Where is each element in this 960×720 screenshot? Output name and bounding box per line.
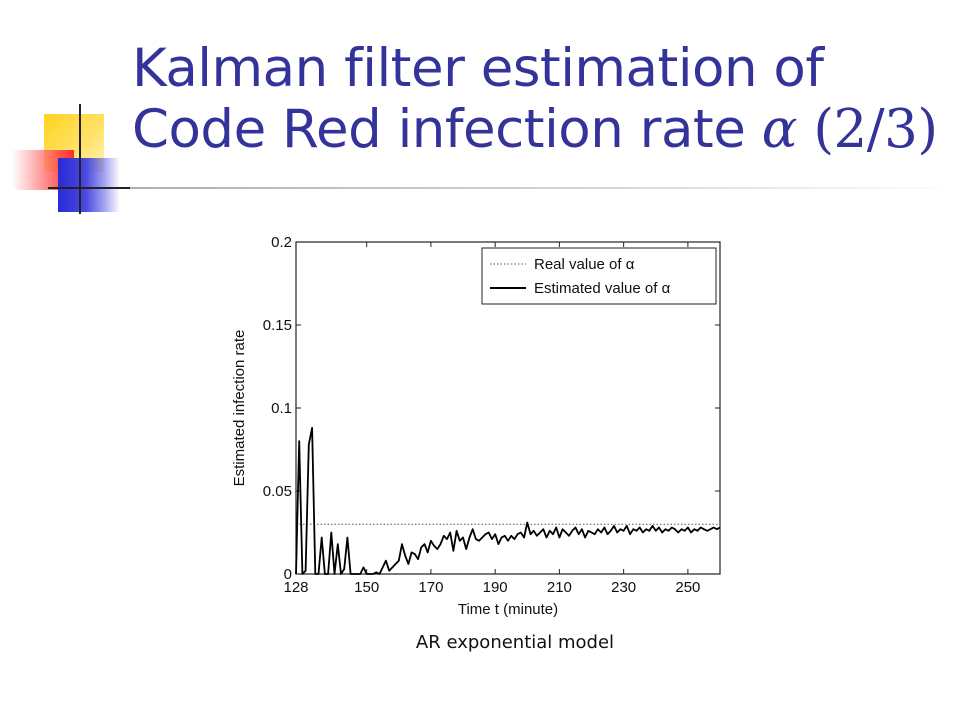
decor-horizontal-line: [48, 187, 130, 189]
x-tick-label: 230: [611, 579, 636, 596]
legend-box: [481, 247, 717, 305]
title-alpha-symbol: α: [761, 99, 798, 160]
title-fraction: (2/3): [813, 99, 938, 160]
legend-entry-label: Real value of α: [534, 256, 635, 273]
x-tick-label: 128: [283, 579, 308, 596]
x-tick-label: 210: [547, 579, 572, 596]
decor-blue-square: [58, 158, 120, 212]
x-tick-label: 170: [418, 579, 443, 596]
chart-caption: AR exponential model: [415, 632, 615, 653]
y-tick-label: 0.2: [271, 234, 292, 251]
title-underline: [130, 187, 960, 189]
y-tick-label: 0.15: [263, 317, 292, 334]
title-line-2-text: Code Red infection rate: [132, 99, 746, 160]
series-estimated-value-line: [295, 426, 721, 575]
x-tick-label: 250: [675, 579, 700, 596]
title-line-2: Code Red infection rate α (2/3): [132, 99, 952, 160]
infection-rate-chart: 0 0.05 0.1 0.15 0.2 128 150 170 190 210 230 250 Time…: [231, 234, 721, 618]
decor-vertical-line: [79, 104, 81, 214]
title-line-1: Kalman filter estimation of: [132, 38, 824, 99]
x-tick-label: 190: [483, 579, 508, 596]
x-tick-label: 150: [354, 579, 379, 596]
slide-title: Kalman filter estimation of Code Red inf…: [132, 38, 952, 160]
y-axis-label: Estimated infection rate: [231, 330, 248, 487]
y-tick-label: 0: [284, 566, 292, 583]
x-axis-label: Time t (minute): [458, 601, 558, 618]
legend-entry-label: Estimated value of α: [534, 280, 671, 297]
y-tick-label: 0.1: [271, 400, 292, 417]
chart-container: 0 0.05 0.1 0.15 0.2 128 150 170 190 210 230 250 Time…: [220, 225, 740, 630]
y-tick-label: 0.05: [263, 483, 292, 500]
